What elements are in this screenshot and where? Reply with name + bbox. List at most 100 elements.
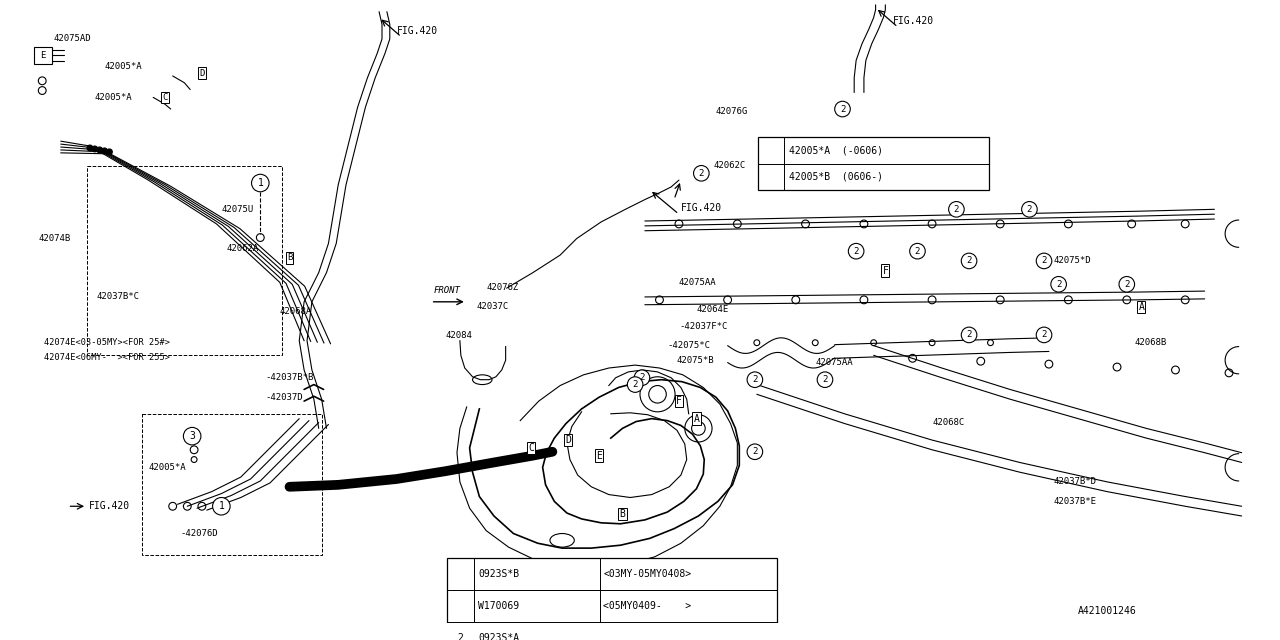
Text: 2: 2 [1056,280,1061,289]
Text: F: F [882,266,888,276]
Text: -42076D: -42076D [180,529,218,538]
Text: 2: 2 [966,330,972,339]
Text: A421001246: A421001246 [1078,607,1137,616]
Circle shape [748,444,763,460]
Circle shape [634,370,650,385]
Text: 1: 1 [457,585,463,595]
Text: 2: 2 [1042,330,1047,339]
Text: A: A [1138,301,1144,312]
FancyBboxPatch shape [758,137,989,190]
Text: 42037B*D: 42037B*D [1053,477,1097,486]
Text: 2: 2 [753,447,758,456]
Text: 42062C: 42062C [713,161,745,170]
Text: 42075*D: 42075*D [1053,257,1092,266]
Circle shape [961,253,977,269]
Circle shape [1051,276,1066,292]
Circle shape [748,372,763,387]
Circle shape [212,497,230,515]
Circle shape [97,147,102,153]
Text: 42064E: 42064E [696,305,728,314]
Text: 42076Z: 42076Z [486,283,518,292]
Text: FRONT: FRONT [434,286,461,295]
Text: 2: 2 [1042,257,1047,266]
Text: 42068C: 42068C [932,418,964,427]
Text: 42037C: 42037C [476,302,508,311]
Circle shape [1119,276,1134,292]
Circle shape [183,428,201,445]
Circle shape [1021,202,1037,217]
Circle shape [87,145,93,151]
Circle shape [849,243,864,259]
Text: 2: 2 [954,205,959,214]
Text: 42075AA: 42075AA [678,278,717,287]
Circle shape [252,174,269,192]
Circle shape [92,146,97,152]
Text: 2: 2 [915,246,920,256]
Text: D: D [564,435,571,445]
Text: 42068A: 42068A [280,307,312,316]
Text: 42005*A: 42005*A [148,463,186,472]
Text: FIG.420: FIG.420 [893,17,934,26]
Circle shape [627,377,643,392]
Text: 2: 2 [1027,205,1032,214]
Text: 42005*A: 42005*A [95,93,132,102]
Text: 3: 3 [189,431,195,441]
Text: 1: 1 [257,178,264,188]
Text: 42037B*C: 42037B*C [97,292,140,301]
Text: F: F [676,396,682,406]
Text: 2: 2 [822,375,828,384]
Text: 42076G: 42076G [716,108,749,116]
Circle shape [694,166,709,181]
Text: 0923S*A: 0923S*A [477,633,520,640]
Circle shape [451,628,470,640]
Circle shape [961,327,977,342]
Text: 42075AA: 42075AA [815,358,852,367]
Text: 2: 2 [699,169,704,178]
Text: 42074E<03-05MY><FOR 25#>: 42074E<03-05MY><FOR 25#> [45,338,170,347]
Circle shape [835,101,850,117]
Text: 2: 2 [457,633,463,640]
Circle shape [106,149,113,155]
Circle shape [817,372,833,387]
Text: <05MY0409-    >: <05MY0409- > [603,601,691,611]
Text: 42005*B  (0606-): 42005*B (0606-) [788,172,883,182]
Text: C: C [529,443,534,453]
Text: -42075*C: -42075*C [667,341,710,350]
Text: 2: 2 [854,246,859,256]
Text: -42037B*B: -42037B*B [265,373,314,382]
Text: -42037F*C: -42037F*C [678,322,727,331]
Text: 42068B: 42068B [1134,338,1167,347]
Text: 42075U: 42075U [221,205,253,214]
Text: 42005*A  (-0606): 42005*A (-0606) [788,145,883,156]
Text: -42037D: -42037D [265,393,303,402]
Text: 42005*A: 42005*A [105,61,142,70]
Text: E: E [41,51,46,60]
Text: C: C [163,93,168,102]
Text: 42084: 42084 [445,332,472,340]
Circle shape [1037,327,1052,342]
Text: 2: 2 [753,375,758,384]
Text: 2: 2 [632,380,637,389]
Text: 42037B*E: 42037B*E [1053,497,1097,506]
Circle shape [910,243,925,259]
Text: B: B [287,253,292,262]
Text: A: A [694,413,699,424]
Text: 42075*B: 42075*B [951,182,989,191]
Circle shape [948,202,964,217]
Text: 2: 2 [1124,280,1129,289]
Circle shape [451,580,470,600]
Text: 2: 2 [639,373,645,382]
Circle shape [101,148,108,154]
Circle shape [763,155,780,172]
Text: 1: 1 [219,501,224,511]
Text: 42062A: 42062A [227,244,259,253]
Text: B: B [620,509,626,519]
Circle shape [1037,253,1052,269]
FancyBboxPatch shape [447,557,777,640]
Text: W170069: W170069 [477,601,520,611]
Text: FIG.420: FIG.420 [681,204,722,213]
Text: 42074E<06MY-  ><FOR 255>: 42074E<06MY- ><FOR 255> [45,353,170,362]
Text: E: E [596,451,602,461]
Text: 42074B: 42074B [38,234,70,243]
Text: D: D [200,68,205,77]
